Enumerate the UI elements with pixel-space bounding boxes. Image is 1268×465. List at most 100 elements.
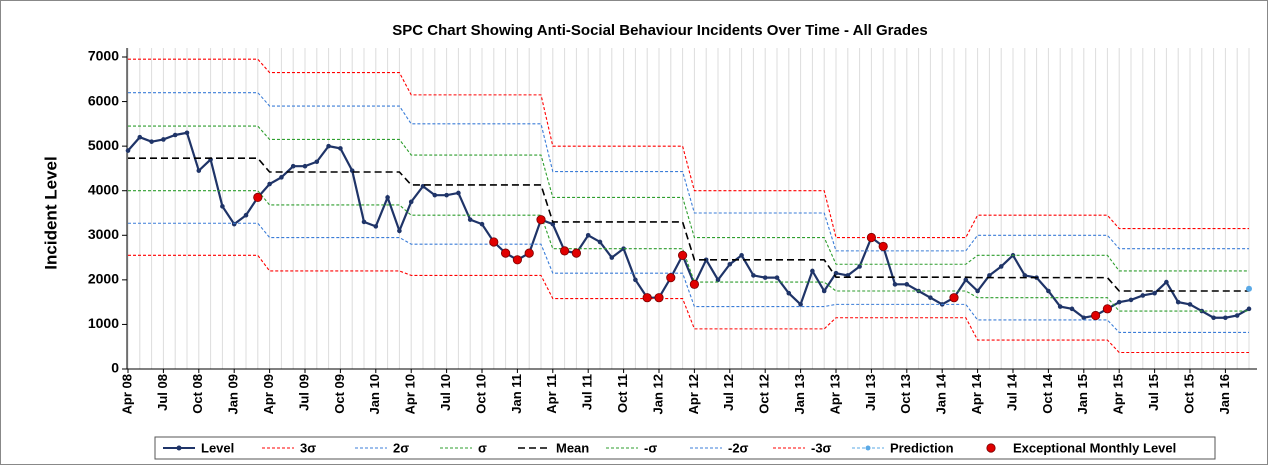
series-line — [128, 190, 1249, 312]
point-marker — [524, 248, 534, 258]
point-marker — [243, 212, 249, 218]
point-marker — [550, 221, 556, 227]
x-tick-label: Oct 11 — [615, 374, 630, 413]
point-marker — [326, 143, 331, 149]
point-marker — [196, 168, 202, 173]
series-line — [128, 157, 1249, 292]
legend-label: 3σ — [300, 440, 316, 455]
x-tick-label: Apr 09 — [261, 374, 276, 414]
point-marker — [338, 146, 343, 151]
x-tick-label: Oct 08 — [190, 374, 205, 414]
point-marker — [866, 232, 877, 243]
point-marker — [975, 288, 980, 294]
point-marker — [479, 221, 485, 227]
point-marker — [1102, 304, 1113, 314]
point-marker — [798, 302, 803, 307]
point-marker — [500, 248, 511, 258]
x-tick-label: Oct 10 — [473, 374, 488, 414]
y-tick-label: 3000 — [88, 226, 119, 242]
x-tick-label: Jan 15 — [1075, 374, 1090, 414]
point-marker — [1057, 304, 1063, 309]
point-marker — [727, 261, 733, 267]
x-tick-label: Oct 13 — [898, 374, 913, 414]
point-marker — [231, 221, 237, 227]
series-line — [128, 222, 1249, 334]
point-marker — [512, 255, 523, 265]
point-marker — [597, 239, 603, 245]
y-tick-label: 4000 — [88, 181, 119, 197]
point-marker — [489, 237, 499, 247]
point-marker — [689, 279, 700, 289]
point-marker — [1234, 313, 1240, 318]
point-marker — [857, 264, 862, 269]
point-marker — [609, 255, 615, 260]
y-axis-title: Incident Level — [41, 156, 60, 269]
point-marker — [397, 228, 402, 234]
point-marker — [703, 257, 709, 263]
point-marker — [963, 277, 969, 283]
point-marker — [1152, 290, 1157, 296]
point-marker — [559, 246, 570, 256]
point-marker — [987, 273, 992, 278]
x-tick-label: Apr 13 — [827, 374, 842, 414]
x-tick-label: Jan 11 — [509, 374, 524, 414]
legend-label: Level — [201, 440, 234, 455]
point-marker — [677, 250, 688, 260]
x-tick-label: Jul 09 — [296, 374, 311, 411]
series-line — [128, 254, 1249, 354]
point-marker — [762, 275, 768, 280]
point-marker — [878, 241, 888, 252]
x-tick-label: Apr 08 — [119, 374, 134, 414]
point-marker — [385, 195, 390, 200]
series-line — [128, 58, 1249, 239]
legend-label: Prediction — [890, 440, 954, 455]
point-marker — [821, 288, 827, 294]
x-tick-label: Apr 14 — [969, 373, 984, 414]
x-tick-label: Jan 16 — [1217, 374, 1232, 414]
point-marker — [220, 204, 225, 209]
point-marker — [1223, 315, 1228, 321]
point-marker — [161, 137, 166, 142]
x-tick-label: Apr 15 — [1111, 374, 1126, 414]
x-tick-label: Jul 10 — [438, 374, 453, 411]
point-marker — [928, 295, 933, 300]
chart-title: SPC Chart Showing Anti-Social Behaviour … — [392, 22, 927, 39]
point-marker — [1022, 273, 1028, 278]
x-tick-label: Jul 14 — [1004, 373, 1019, 411]
legend — [154, 436, 1216, 460]
point-marker — [739, 253, 744, 258]
point-marker — [1211, 315, 1216, 321]
x-tick-label: Jul 08 — [155, 374, 170, 411]
point-marker — [1128, 297, 1134, 303]
x-tick-label: Apr 12 — [686, 374, 701, 414]
legend-label: Exceptional Monthly Level — [1013, 440, 1176, 455]
point-marker — [1187, 302, 1193, 307]
legend-marker — [176, 445, 182, 451]
point-marker — [998, 264, 1004, 269]
point-marker — [361, 219, 367, 225]
point-marker — [571, 248, 582, 258]
point-marker — [949, 293, 959, 303]
point-marker — [892, 282, 898, 287]
x-tick-label: Jan 09 — [226, 374, 241, 414]
point-marker — [137, 134, 143, 140]
x-tick-label: Jul 13 — [863, 374, 878, 411]
x-tick-label: Jan 13 — [792, 374, 807, 414]
point-marker — [666, 273, 676, 283]
x-tick-label: Oct 14 — [1040, 373, 1055, 414]
point-marker — [1246, 285, 1252, 292]
point-marker — [444, 192, 449, 198]
legend-label: σ — [478, 440, 487, 455]
point-marker — [774, 275, 780, 280]
legend-label: Mean — [556, 440, 589, 455]
point-marker — [184, 130, 190, 136]
point-marker — [1246, 306, 1252, 312]
y-tick-label: 1000 — [88, 315, 119, 331]
point-marker — [149, 139, 154, 144]
x-tick-label: Apr 11 — [544, 374, 559, 414]
point-marker — [633, 277, 638, 283]
x-tick-label: Oct 15 — [1181, 374, 1196, 414]
point-marker — [904, 282, 910, 287]
point-marker — [536, 215, 546, 225]
